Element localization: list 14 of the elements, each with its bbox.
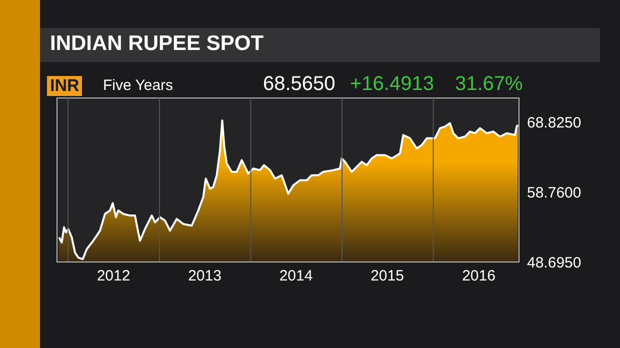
x-tick-label: 2012 bbox=[96, 268, 130, 285]
x-tick-label: 2016 bbox=[462, 268, 496, 285]
text: Five Years bbox=[103, 77, 174, 94]
y-tick-label: 58.7600 bbox=[527, 184, 582, 202]
x-tick-label: 2013 bbox=[188, 268, 222, 285]
y-tick-label: 48.6950 bbox=[527, 254, 582, 272]
chart-title: INDIAN RUPEE SPOT bbox=[50, 32, 264, 56]
text: INR bbox=[47, 76, 82, 96]
text: 68.5650 bbox=[263, 73, 336, 96]
text: +16.4913 bbox=[350, 73, 434, 96]
x-tick-label: 2014 bbox=[279, 268, 313, 285]
y-tick-label: 68.8250 bbox=[527, 114, 582, 132]
x-tick-label: 2015 bbox=[370, 268, 404, 285]
text: 31.67% bbox=[455, 73, 523, 96]
